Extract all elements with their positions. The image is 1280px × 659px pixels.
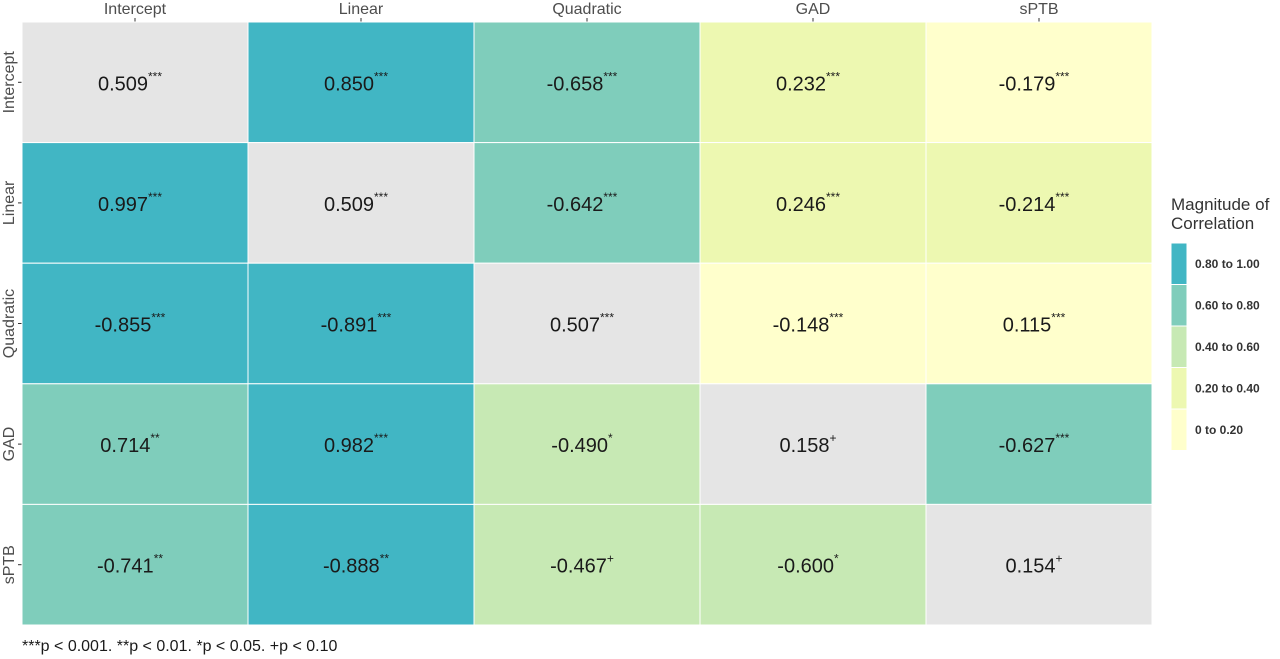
- significance-marker: ***: [148, 190, 162, 204]
- legend-title: Correlation: [1171, 214, 1254, 233]
- heatmap-cell: [699, 142, 927, 264]
- row-label: Quadratic: [1, 289, 18, 358]
- heatmap-cell: [699, 262, 927, 385]
- heatmap-cell: [473, 383, 701, 505]
- heatmap-cell: [247, 262, 475, 385]
- footnote: ***p < 0.001. **p < 0.01. *p < 0.05. +p …: [22, 638, 337, 655]
- significance-marker: ***: [826, 190, 840, 204]
- cell-value: -0.741**: [97, 552, 163, 578]
- row-label: Linear: [1, 180, 18, 225]
- significance-marker: +: [607, 552, 614, 566]
- heatmap-cell: [925, 21, 1153, 144]
- cell-value: 0.154+: [1005, 552, 1062, 578]
- heatmap-cell: [473, 262, 701, 385]
- cell-value: -0.888**: [323, 552, 389, 578]
- heatmap-cell: [247, 503, 475, 626]
- significance-marker: ***: [1055, 190, 1069, 204]
- significance-marker: ***: [374, 190, 388, 204]
- heatmap-cell: [699, 383, 927, 505]
- significance-marker: ***: [603, 69, 617, 83]
- column-label: Quadratic: [552, 1, 621, 18]
- legend-title: Magnitude of: [1171, 195, 1270, 214]
- legend-swatch: [1170, 367, 1188, 410]
- heatmap-cell: [21, 262, 249, 385]
- significance-marker: **: [150, 431, 160, 445]
- heatmap-cell: [473, 21, 701, 144]
- cell-value: 0.158+: [779, 431, 836, 457]
- column-label: sPTB: [1019, 1, 1058, 18]
- significance-marker: ***: [151, 311, 165, 325]
- column-label: Intercept: [104, 1, 167, 18]
- row-label: sPTB: [1, 545, 18, 584]
- cell-value: -0.179***: [999, 69, 1070, 95]
- heatmap-cell: [21, 142, 249, 264]
- significance-marker: ***: [1055, 69, 1069, 83]
- significance-marker: +: [1056, 552, 1063, 566]
- column-label: Linear: [339, 1, 384, 18]
- significance-marker: *: [608, 431, 613, 445]
- legend-swatch: [1170, 408, 1188, 451]
- cell-value: 0.507***: [550, 311, 614, 337]
- legend-swatch: [1170, 242, 1188, 285]
- heatmap-cell: [247, 21, 475, 144]
- significance-marker: ***: [374, 431, 388, 445]
- heatmap-cell: [21, 21, 249, 144]
- column-label: GAD: [796, 1, 831, 18]
- cell-value: 0.997***: [98, 190, 162, 216]
- significance-marker: ***: [1051, 311, 1065, 325]
- cell-value: -0.467+: [550, 552, 614, 578]
- significance-marker: ***: [377, 311, 391, 325]
- cell-value: 0.232***: [776, 69, 840, 95]
- cell-value: -0.490*: [551, 431, 613, 457]
- heatmap-cell: [925, 383, 1153, 505]
- cell-value: -0.600*: [777, 552, 839, 578]
- legend-label: 0.60 to 0.80: [1195, 298, 1260, 312]
- heatmap-cell: [247, 142, 475, 264]
- legend-label: 0.20 to 0.40: [1195, 381, 1260, 395]
- heatmap-cell: [925, 503, 1153, 626]
- significance-marker: ***: [374, 69, 388, 83]
- cell-value: 0.714**: [100, 431, 160, 457]
- heatmap-cell: [473, 142, 701, 264]
- significance-marker: ***: [600, 311, 614, 325]
- legend-label: 0 to 0.20: [1195, 423, 1243, 437]
- significance-marker: ***: [603, 190, 617, 204]
- significance-marker: ***: [1055, 431, 1069, 445]
- heatmap-cell: [21, 503, 249, 626]
- legend-swatch: [1170, 284, 1188, 327]
- significance-marker: **: [380, 552, 390, 566]
- significance-marker: ***: [148, 69, 162, 83]
- legend-swatch: [1170, 325, 1188, 368]
- row-label: Intercept: [1, 51, 18, 114]
- legend-label: 0.40 to 0.60: [1195, 340, 1260, 354]
- significance-marker: **: [154, 552, 164, 566]
- heatmap-cell: [925, 262, 1153, 385]
- significance-marker: ***: [826, 69, 840, 83]
- heatmap-cell: [699, 21, 927, 144]
- legend-label: 0.80 to 1.00: [1195, 257, 1260, 271]
- heatmap-cell: [247, 383, 475, 505]
- row-label: GAD: [1, 427, 18, 462]
- heatmap-cell: [473, 503, 701, 626]
- cell-value: 0.509***: [98, 69, 162, 95]
- heatmap-cell: [925, 142, 1153, 264]
- significance-marker: +: [830, 431, 837, 445]
- significance-marker: ***: [829, 311, 843, 325]
- significance-marker: *: [834, 552, 839, 566]
